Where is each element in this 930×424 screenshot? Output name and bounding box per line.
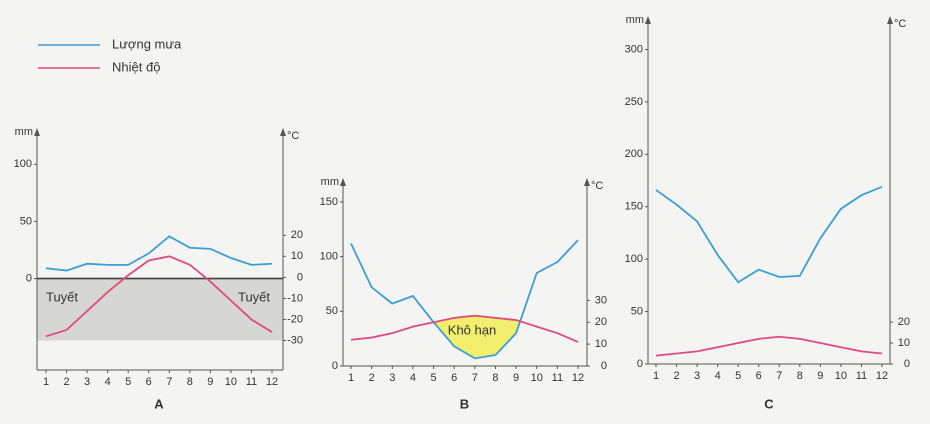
y2-tick-label: 20 bbox=[898, 316, 910, 328]
x-tick-label: 1 bbox=[348, 372, 354, 384]
y2-tick-label: -20 bbox=[287, 313, 303, 325]
x-tick-label: 5 bbox=[735, 370, 741, 382]
x-tick-label: 12 bbox=[572, 372, 584, 384]
annotation: Tuyết bbox=[238, 289, 270, 304]
series-line bbox=[655, 335, 883, 357]
y2-axis-label: °C bbox=[894, 18, 906, 30]
y-tick-label: 250 bbox=[625, 96, 643, 108]
chart-title: C bbox=[764, 396, 774, 411]
x-tick-label: 8 bbox=[797, 370, 803, 382]
series-line bbox=[655, 185, 883, 284]
x-tick-label: 12 bbox=[266, 376, 278, 388]
x-tick-label: 4 bbox=[105, 376, 111, 388]
x-tick-label: 10 bbox=[531, 372, 543, 384]
x-tick-label: 3 bbox=[694, 370, 700, 382]
y-tick-label: 100 bbox=[14, 158, 32, 170]
x-tick-label: 3 bbox=[84, 376, 90, 388]
y-tick-label: 200 bbox=[625, 148, 643, 160]
y-tick-label: 0 bbox=[26, 272, 32, 284]
x-tick-label: 7 bbox=[776, 370, 782, 382]
x-tick-label: 7 bbox=[166, 376, 172, 388]
x-tick-label: 6 bbox=[451, 372, 457, 384]
x-tick-label: 2 bbox=[673, 370, 679, 382]
y2-tick-label: 10 bbox=[291, 250, 303, 262]
x-tick-label: 1 bbox=[653, 370, 659, 382]
y2-axis-label: °C bbox=[287, 130, 299, 142]
y2-tick-label: 20 bbox=[291, 229, 303, 241]
y2-axis-label: °C bbox=[591, 180, 603, 192]
x-tick-label: 4 bbox=[410, 372, 416, 384]
x-tick-label: 7 bbox=[472, 372, 478, 384]
x-tick-label: 11 bbox=[856, 370, 867, 382]
x-tick-label: 11 bbox=[552, 372, 563, 384]
series-line bbox=[350, 239, 579, 360]
x-tick-label: 4 bbox=[715, 370, 721, 382]
legend-label: Nhiệt độ bbox=[112, 59, 160, 74]
y-tick-label: 150 bbox=[625, 201, 643, 213]
y-tick-label: 300 bbox=[625, 43, 643, 55]
annotation: Tuyết bbox=[46, 289, 78, 304]
x-tick-label: 10 bbox=[835, 370, 847, 382]
x-tick-label: 8 bbox=[187, 376, 193, 388]
x-tick-label: 12 bbox=[876, 370, 888, 382]
x-tick-label: 9 bbox=[207, 376, 213, 388]
y2-tick-label: 20 bbox=[595, 316, 607, 328]
chart-title: B bbox=[460, 396, 469, 411]
chart-title: A bbox=[154, 396, 164, 411]
y-axis-arrow bbox=[34, 128, 40, 136]
y2-tick-label: 30 bbox=[595, 294, 607, 306]
y-tick-label: 50 bbox=[20, 215, 32, 227]
y2-tick-label: -30 bbox=[287, 334, 303, 346]
y-tick-label: 100 bbox=[625, 253, 643, 265]
legend-label: Lượng mưa bbox=[112, 36, 182, 51]
y-tick-label: 100 bbox=[320, 250, 338, 262]
y-tick-label: 150 bbox=[320, 196, 338, 208]
y-tick-label: 50 bbox=[326, 305, 338, 317]
y-axis-arrow bbox=[340, 178, 346, 186]
y-axis-label: mm bbox=[15, 126, 33, 138]
x-tick-label: 6 bbox=[146, 376, 152, 388]
y2-tick-label: -10 bbox=[287, 292, 303, 304]
x-tick-label: 10 bbox=[225, 376, 237, 388]
y-axis-label: mm bbox=[321, 176, 339, 188]
y2-tick-label: 0 bbox=[297, 271, 303, 283]
y2-axis-arrow bbox=[887, 16, 893, 24]
y-tick-label: 0 bbox=[332, 360, 338, 372]
annotation: Khô hạn bbox=[448, 322, 496, 337]
y2-tick-label: 0 bbox=[904, 358, 910, 370]
x-tick-label: 8 bbox=[492, 372, 498, 384]
y2-tick-label: 10 bbox=[898, 337, 910, 349]
x-tick-label: 5 bbox=[125, 376, 131, 388]
y2-tick-label: 0 bbox=[601, 360, 607, 372]
series-line bbox=[45, 235, 273, 272]
series-line bbox=[45, 255, 273, 338]
x-tick-label: 9 bbox=[817, 370, 823, 382]
y2-axis-arrow bbox=[584, 178, 590, 186]
y-axis-arrow bbox=[645, 16, 651, 24]
x-tick-label: 11 bbox=[246, 376, 257, 388]
x-tick-label: 9 bbox=[513, 372, 519, 384]
x-tick-label: 1 bbox=[43, 376, 49, 388]
y-tick-label: 0 bbox=[637, 358, 643, 370]
y-axis-label: mm bbox=[626, 14, 644, 26]
series-line bbox=[350, 314, 579, 343]
x-tick-label: 3 bbox=[389, 372, 395, 384]
snow-shade bbox=[37, 277, 283, 341]
x-tick-label: 5 bbox=[430, 372, 436, 384]
y2-axis-arrow bbox=[280, 128, 286, 136]
x-tick-label: 6 bbox=[756, 370, 762, 382]
y2-tick-label: 10 bbox=[595, 338, 607, 350]
x-tick-label: 2 bbox=[63, 376, 69, 388]
y-tick-label: 50 bbox=[631, 305, 643, 317]
x-tick-label: 2 bbox=[369, 372, 375, 384]
